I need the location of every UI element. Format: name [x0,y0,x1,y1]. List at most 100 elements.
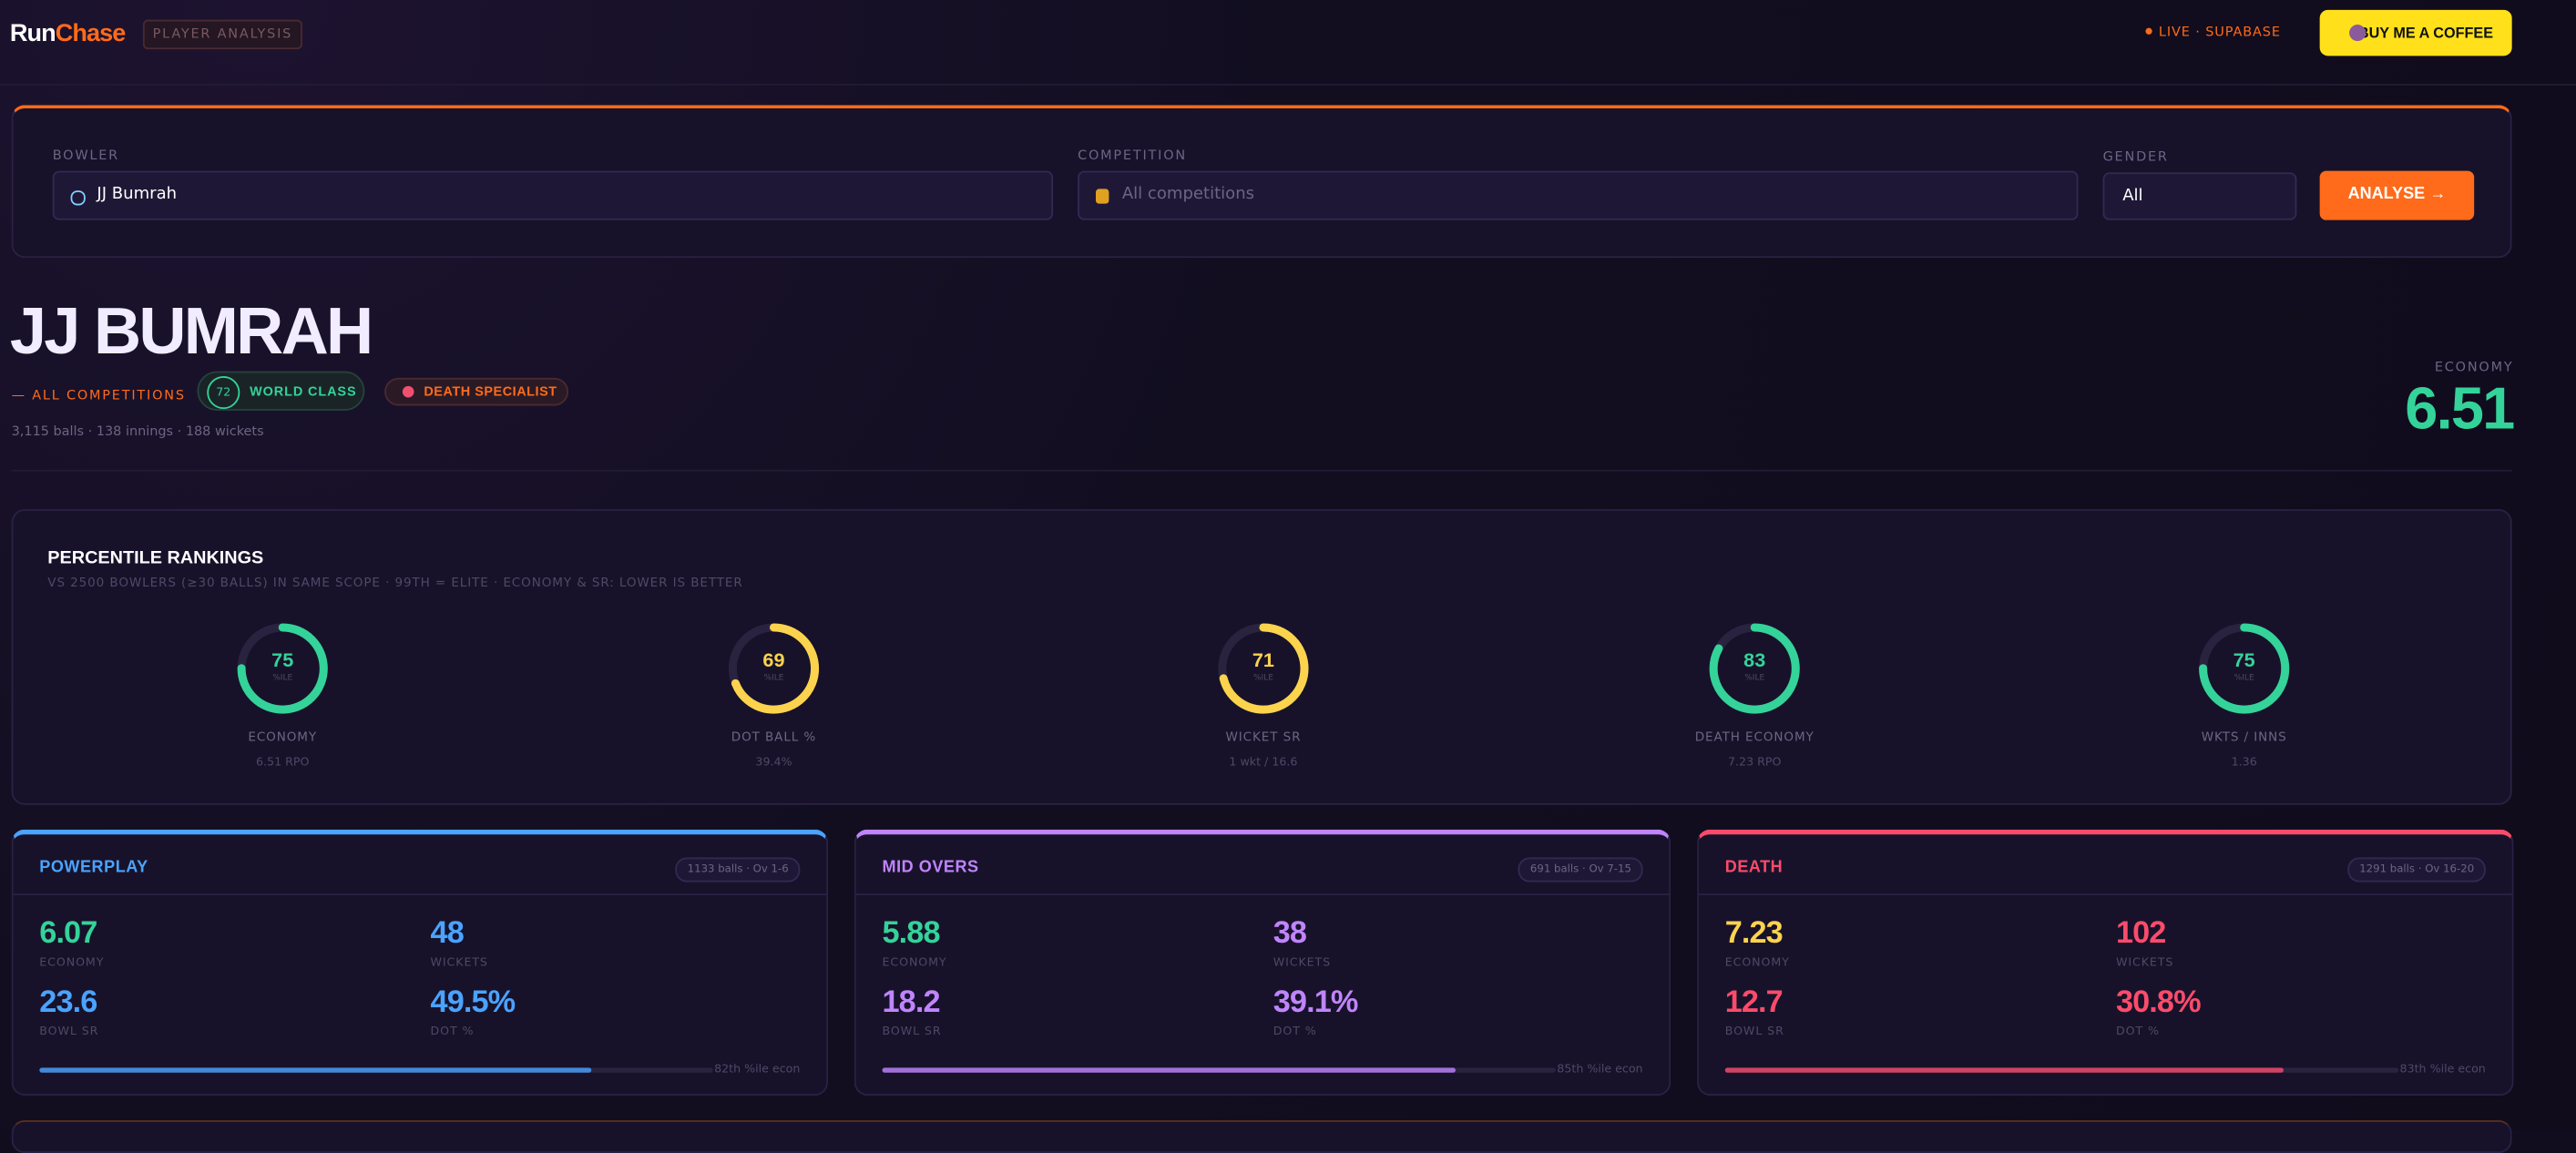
stat-value: 39.1% [1273,985,1359,1021]
ring-label: WICKET SR [1225,729,1302,745]
stat-value: 49.5% [430,985,516,1021]
stat-label: ECONOMY [39,955,105,970]
ring [237,623,328,714]
ring-value: 69 [762,648,785,672]
ring-sub: 1 wkt / 16.6 [1229,755,1298,770]
stat-value: 12.7 [1724,985,1784,1021]
analyse-button[interactable]: ANALYSE → [2319,170,2475,220]
phase-badge: 1133 balls · Ov 1-6 [676,857,801,883]
coffee-icon [2349,25,2366,42]
phase-card: POWERPLAY 1133 balls · Ov 1-6 6.07 ECONOMY 4… [11,829,828,1096]
phase-title: MID OVERS [882,859,979,878]
ring-unit: %ILE [763,673,784,684]
stat-value: 48 [430,916,465,952]
stat-label: DOT % [2115,1025,2160,1038]
ring-value: 83 [1743,648,1766,672]
ring [728,623,820,714]
ring-sub: 7.23 RPO [1727,755,1782,770]
competition-placeholder: All competitions [1121,185,1255,204]
stat-label: ECONOMY [882,955,947,970]
role-badge: DEATH SPECIALIST [384,377,569,406]
stat-label: BOWL SR [1724,1025,1784,1038]
competition-input[interactable]: All competitions [1078,170,2079,220]
search-icon [70,190,86,206]
competition-label: COMPETITION [1078,148,1187,163]
ring-label: DOT BALL % [731,729,817,745]
ring [1218,623,1309,714]
coffee-button[interactable]: BUY ME A COFFEE [2319,9,2512,56]
rating-value: 72 [207,376,240,410]
header-divider [0,83,2576,86]
metric-value: 6.51 [2405,374,2515,443]
gender-select[interactable]: All [2102,172,2297,220]
status-dot [2145,27,2152,35]
status: LIVE · SUPABASE [2158,25,2281,40]
bowler-value: JJ Bumrah [97,185,178,204]
ring-value: 75 [2233,648,2255,672]
coffee-text: BUY ME A COFFEE [2357,25,2494,42]
phase-divider [13,893,827,895]
ring-sub: 6.51 RPO [255,755,310,770]
phase-divider [1698,893,2512,895]
ring-value: 71 [1252,648,1274,672]
stat-label: BOWL SR [882,1025,942,1038]
ring-arc [728,623,820,714]
page-tag: PLAYER ANALYSIS [142,19,302,50]
bar-label: 83th %ile econ [2399,1062,2486,1076]
rating-badge: 72 WORLD CLASS [197,371,365,411]
stat-value: 38 [1273,916,1307,952]
metric-label: ECONOMY [2434,359,2514,375]
bar-fill [1724,1067,2285,1073]
ring-sub: 1.36 [2231,755,2257,770]
stat-value: 5.88 [882,916,941,952]
logo[interactable]: RunChase [9,19,127,48]
ring [1709,623,1800,714]
bowler-input[interactable]: JJ Bumrah [52,170,1054,220]
percentile-card: PERCENTILE RANKINGS VS 2500 BOWLERS (≥30… [11,509,2512,805]
phase-title: DEATH [1724,859,1784,878]
ring-arc [2199,623,2290,714]
phase-title: POWERPLAY [39,859,148,878]
role-icon [402,385,414,398]
ring-unit: %ILE [272,673,293,684]
divider [11,469,2512,472]
phase-card: DEATH 1291 balls · Ov 16-20 7.23 ECONOMY 102… [1697,829,2514,1096]
phase-badge: 691 balls · Ov 7-15 [1518,857,1643,883]
ring-label: DEATH ECONOMY [1694,729,1814,745]
ring-unit: %ILE [2234,673,2254,684]
scope: — ALL COMPETITIONS [11,387,186,403]
stat-label: WICKETS [1273,955,1332,970]
ring-unit: %ILE [1252,673,1273,684]
stat-value: 102 [2115,916,2166,952]
role-label: DEATH SPECIALIST [424,384,557,400]
phase-badge: 1291 balls · Ov 16-20 [2347,857,2486,883]
ring-arc [237,623,328,714]
percentile-subtitle: VS 2500 BOWLERS (≥30 BALLS) IN SAME SCOP… [47,575,743,590]
player-name: JJ BUMRAH [9,295,373,368]
percentile-title: PERCENTILE RANKINGS [47,548,264,569]
stat-label: ECONOMY [1724,955,1790,970]
stat-value: 6.07 [39,916,97,952]
stat-label: DOT % [430,1025,475,1038]
bar-label: 82th %ile econ [714,1062,801,1076]
bar-fill [882,1067,1456,1073]
trophy-icon [1095,189,1109,204]
stat-value: 18.2 [882,985,941,1021]
logo-run: Run [9,19,56,48]
ring-arc [1218,623,1309,714]
ring-arc [1709,623,1800,714]
stat-value: 23.6 [39,985,97,1021]
phase-card: MID OVERS 691 balls · Ov 7-15 5.88 ECONOMY 3… [854,829,1671,1096]
gender-label: GENDER [2102,149,2169,165]
ring-sub: 39.4% [755,755,792,770]
stat-label: WICKETS [2115,955,2174,970]
stat-value: 7.23 [1724,916,1784,952]
ring-label: WKTS / INNS [2201,729,2287,745]
bar-label: 85th %ile econ [1557,1062,1643,1076]
ring-value: 75 [271,648,294,672]
stat-label: DOT % [1273,1025,1317,1038]
phase-divider [855,893,1670,895]
stat-label: BOWL SR [39,1025,99,1038]
